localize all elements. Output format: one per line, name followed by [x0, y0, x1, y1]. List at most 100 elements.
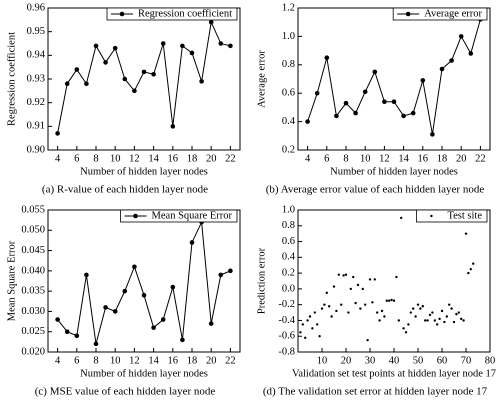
legend-box — [120, 209, 238, 223]
point — [430, 132, 435, 137]
plot-frame — [47, 209, 241, 353]
point — [472, 262, 475, 265]
point — [189, 50, 195, 56]
point — [323, 303, 326, 306]
x-tick-label: 4 — [305, 153, 311, 164]
y-tick-label: 0.4 — [282, 116, 296, 127]
point — [460, 317, 463, 321]
y-tick-label: 0.93 — [27, 73, 45, 84]
x-tick-label: 70 — [461, 355, 472, 366]
legend-label: Test site — [447, 210, 482, 221]
point — [316, 323, 319, 326]
point — [74, 67, 80, 72]
point — [410, 110, 416, 116]
point — [450, 307, 453, 310]
point — [439, 66, 445, 72]
legend-box — [106, 7, 238, 21]
point — [419, 307, 422, 310]
point — [409, 311, 412, 314]
point — [362, 89, 368, 95]
point — [330, 315, 333, 318]
point — [344, 273, 348, 276]
y-axis-label: Mean Square Error — [6, 240, 17, 321]
series-line — [57, 20, 231, 134]
x-tick-label: 8 — [93, 153, 98, 164]
point — [320, 307, 324, 310]
point — [170, 124, 176, 129]
y-tick-label: 0.6 — [282, 236, 295, 247]
series-line — [57, 220, 231, 345]
y-axis-label: Average error — [256, 50, 267, 108]
y-tick-label: -0.2 — [278, 299, 295, 310]
point — [462, 319, 465, 322]
x-tick-label: 20 — [341, 355, 352, 366]
point — [141, 69, 147, 75]
point — [412, 307, 415, 310]
point — [383, 315, 386, 318]
x-tick-label: 22 — [475, 153, 486, 164]
point — [390, 298, 393, 302]
x-tick-label: 16 — [418, 153, 429, 164]
point — [160, 317, 166, 322]
point — [468, 51, 474, 56]
point — [424, 319, 427, 322]
x-tick-label: 20 — [206, 355, 217, 366]
point — [359, 307, 362, 310]
point — [382, 99, 387, 105]
legend-marker — [133, 213, 138, 219]
x-tick-label: 10 — [110, 355, 121, 366]
point — [64, 329, 70, 335]
legend-box — [392, 7, 488, 21]
point — [426, 319, 429, 322]
point — [325, 291, 328, 295]
y-tick-label: -0.6 — [278, 331, 295, 342]
x-axis-label: Number of hidden layer nodes — [80, 368, 208, 379]
point — [361, 287, 364, 291]
y-tick-label: 0.96 — [27, 2, 45, 13]
point — [364, 303, 367, 306]
x-axis-label: Validation set test points at hidden lay… — [292, 368, 496, 379]
point — [64, 81, 70, 87]
y-tick-label: 0.025 — [21, 326, 45, 337]
point — [407, 323, 410, 326]
point — [397, 319, 400, 322]
point — [208, 19, 214, 25]
point — [311, 327, 314, 330]
y-tick-label: 0.8 — [282, 59, 295, 70]
y-tick-label: -0.4 — [278, 315, 295, 326]
point — [416, 303, 420, 306]
y-tick-label: -0.8 — [278, 346, 295, 357]
point — [318, 335, 321, 338]
point — [170, 284, 176, 290]
point — [218, 41, 224, 46]
plot-frame — [297, 7, 491, 151]
x-tick-label: 4 — [55, 355, 61, 366]
x-tick-label: 6 — [74, 355, 79, 366]
point — [93, 43, 99, 49]
y-axis-label: Regression coefficient — [6, 32, 17, 126]
x-axis-label: Number of hidden layer nodes — [330, 166, 458, 177]
point — [402, 327, 405, 330]
point — [112, 309, 118, 314]
point — [366, 338, 369, 342]
point — [428, 313, 432, 317]
y-tick-label: 0.020 — [21, 346, 45, 357]
y-tick-label: 0.0 — [282, 283, 295, 294]
point — [180, 43, 185, 49]
point — [436, 323, 439, 326]
point — [395, 275, 398, 279]
plot-frame — [47, 7, 241, 151]
point — [189, 240, 195, 245]
x-tick-label: 60 — [437, 355, 448, 366]
point — [141, 292, 147, 298]
point — [448, 303, 451, 306]
x-tick-label: 18 — [187, 153, 198, 164]
point — [337, 273, 340, 276]
legend-marker — [430, 214, 433, 218]
point — [180, 337, 185, 343]
legend-box — [416, 209, 488, 223]
y-tick-label: 0.94 — [27, 50, 46, 61]
point — [122, 288, 128, 294]
point — [228, 268, 233, 274]
point — [55, 131, 60, 136]
